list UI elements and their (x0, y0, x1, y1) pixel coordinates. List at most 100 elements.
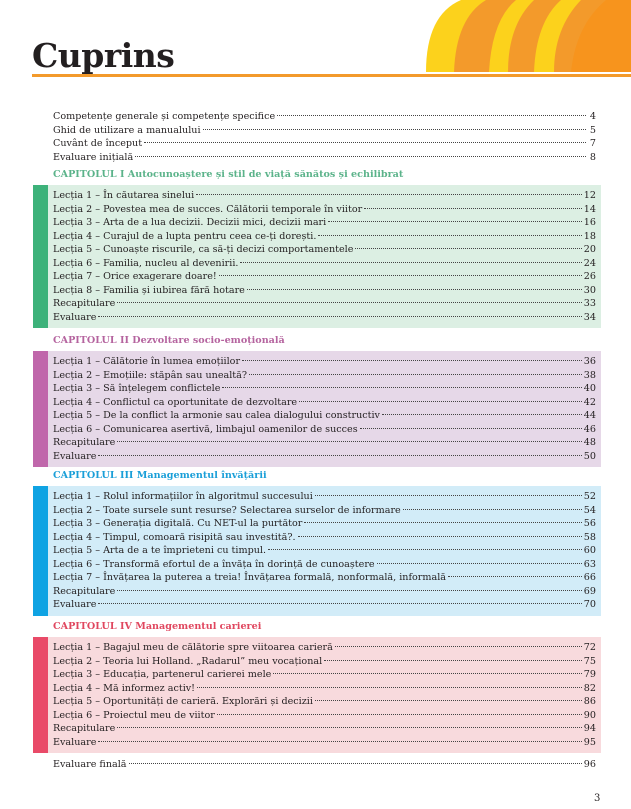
entry-page: 86 (583, 696, 596, 707)
toc-entry[interactable]: Lecția 2 – Emoțiile: stăpân sau unealtă?… (53, 369, 596, 383)
entry-title: Recapitulare (53, 298, 116, 309)
dot-leader (299, 400, 582, 402)
page-title: Cuprins (32, 36, 175, 75)
toc-entry[interactable]: Competențe generale și competențe specif… (33, 110, 601, 124)
toc-entry[interactable]: Lecția 3 – Să înțelegem conflictele 40 (53, 382, 596, 396)
toc-entry[interactable]: Recapitulare 33 (53, 297, 596, 311)
entry-title: Lecția 5 – Arta de a te împrieteni cu ti… (53, 545, 267, 556)
toc-entry[interactable]: Lecția 5 – Oportunități de carieră. Expl… (53, 695, 596, 709)
chapter-color-bar (33, 637, 48, 753)
entry-title: Lecția 3 – Să înțelegem conflictele (53, 383, 221, 394)
toc-entry[interactable]: Evaluare 50 (53, 450, 596, 464)
entry-title: Recapitulare (53, 437, 116, 448)
dot-leader (359, 427, 582, 429)
toc-entry[interactable]: Evaluare inițială 8 (33, 151, 601, 165)
entry-title: Lecția 6 – Familia, nucleu al devenirii. (53, 257, 239, 269)
toc-entry[interactable]: Lecția 7 – Învățarea la puterea a treia!… (53, 571, 596, 585)
entry-title: Lecția 6 – Transformă efortul de a învăț… (53, 558, 375, 570)
dot-leader (117, 727, 582, 728)
chapter-box: Lecția 1 – În căutarea sinelui 12 Lecția 2… (33, 185, 601, 328)
entry-title: Lecția 2 – Emoțiile: stăpân sau unealtă? (53, 369, 248, 381)
toc-entry[interactable]: Lecția 4 – Timpul, comoară risipită sau … (53, 531, 596, 545)
toc-entry[interactable]: Lecția 1 – În căutarea sinelui 12 (53, 189, 596, 203)
dot-leader (314, 700, 582, 701)
dot-leader (98, 315, 582, 317)
toc-entry[interactable]: Lecția 6 – Comunicarea asertivă, limbaju… (53, 423, 596, 437)
chapter-box: Lecția 1 – Bagajul meu de călătorie spre… (33, 637, 601, 753)
entry-page: 69 (583, 585, 596, 597)
dot-leader (246, 288, 582, 290)
dot-leader (318, 234, 582, 236)
dot-leader (117, 441, 582, 442)
toc-entry[interactable]: Lecția 1 – Bagajul meu de călătorie spre… (53, 641, 596, 655)
dot-leader (447, 576, 582, 577)
entry-title: Recapitulare (53, 723, 116, 734)
dot-leader (324, 659, 582, 661)
toc-entry[interactable]: Lecția 6 – Transformă efortul de a învăț… (53, 558, 596, 572)
toc-entry[interactable]: Ghid de utilizare a manualului 5 (33, 124, 601, 138)
entry-title: Evaluare (53, 599, 97, 610)
toc-entry[interactable]: Lecția 5 – Arta de a te împrieteni cu ti… (53, 544, 596, 558)
toc-entry[interactable]: Lecția 2 – Toate sursele sunt resurse? S… (53, 504, 596, 518)
toc-entry[interactable]: Recapitulare 94 (53, 722, 596, 736)
chapter-heading: CAPITOLUL IV Managementul carierei (53, 621, 262, 632)
entry-title: Recapitulare (53, 585, 116, 597)
entry-title: Lecția 2 – Povestea mea de succes. Călăt… (53, 203, 363, 215)
dot-leader (196, 194, 582, 195)
entry-title: Lecția 4 – Timpul, comoară risipită sau … (53, 531, 296, 543)
entry-title: Lecția 7 – Orice exagerare doare! (53, 271, 217, 282)
toc-entry[interactable]: Lecția 1 – Călătorie în lumea emoțiilor 3… (53, 355, 596, 369)
toc-entry[interactable]: Lecția 6 – Familia, nucleu al devenirii.… (53, 257, 596, 271)
toc-entry[interactable]: Lecția 4 – Conflictul ca oportunitate de… (53, 396, 596, 410)
final-evaluation: Evaluare finală 96 (33, 758, 601, 772)
toc-entry[interactable]: Recapitulare 48 (53, 436, 596, 450)
entry-page: 33 (583, 298, 596, 309)
dot-leader (216, 713, 582, 715)
entry-page: 20 (583, 244, 596, 255)
entry-title: Evaluare inițială (53, 151, 134, 163)
toc-entry[interactable]: Lecția 7 – Orice exagerare doare! 26 (53, 270, 596, 284)
toc-entry[interactable]: Lecția 6 – Proiectul meu de viitor 90 (53, 709, 596, 723)
toc-entry[interactable]: Lecția 3 – Educația, partenerul carierei… (53, 668, 596, 682)
toc-entry[interactable]: Evaluare 95 (53, 736, 596, 750)
entry-page: 90 (583, 709, 596, 721)
dot-leader (355, 248, 582, 249)
toc-entry[interactable]: Lecția 4 – Curajul de a lupta pentru cee… (53, 230, 596, 244)
entry-title: Lecția 5 – Oportunități de carieră. Expl… (53, 696, 313, 707)
chapter-heading: CAPITOLUL II Dezvoltare socio-emoțională (53, 335, 285, 346)
toc-entry[interactable]: Lecția 8 – Familia și iubirea fără hotar… (53, 284, 596, 298)
entry-title: Evaluare (53, 311, 97, 323)
entry-title: Lecția 6 – Comunicarea asertivă, limbaju… (53, 423, 358, 435)
toc-entry[interactable]: Cuvânt de început 7 (33, 137, 601, 151)
toc-entry[interactable]: Lecția 5 – Cunoaște riscurile, ca să-ți … (53, 243, 596, 257)
toc-entry[interactable]: Evaluare 70 (53, 598, 596, 612)
entry-page: 14 (583, 203, 596, 215)
chapter-color-bar (33, 486, 48, 616)
dot-leader (268, 549, 582, 550)
dot-leader (98, 740, 582, 742)
toc-entry[interactable]: Lecția 2 – Povestea mea de succes. Călăt… (53, 203, 596, 217)
dot-leader (376, 562, 582, 564)
toc-entry[interactable]: Lecția 5 – De la conflict la armonie sau… (53, 409, 596, 423)
dot-leader (273, 673, 582, 674)
toc-entry[interactable]: Recapitulare 69 (53, 585, 596, 599)
dot-leader (98, 603, 582, 604)
chapter-2: CAPITOLUL II Dezvoltare socio-emoțională… (33, 334, 601, 467)
entry-page: 94 (583, 723, 596, 734)
toc-entry[interactable]: Lecția 3 – Generația digitală. Cu NET-ul… (53, 517, 596, 531)
entry-page: 4 (589, 111, 596, 122)
toc-entry[interactable]: Lecția 4 – Mă informez activ! 82 (53, 682, 596, 696)
dot-leader (117, 302, 582, 303)
toc-entry[interactable]: Lecția 2 – Teoria lui Holland. „Radarul”… (53, 655, 596, 669)
toc-entry[interactable]: Evaluare 34 (53, 311, 596, 325)
entry-title: Evaluare (53, 450, 97, 462)
toc-entry[interactable]: Lecția 3 – Arta de a lua decizii. Decizi… (53, 216, 596, 230)
toc-entry[interactable]: Evaluare finală 96 (33, 758, 601, 772)
chapter-4: CAPITOLUL IV Managementul carierei Lecția… (33, 620, 601, 753)
entry-page: 5 (589, 124, 596, 136)
dot-leader (314, 495, 582, 496)
entry-title: Lecția 6 – Proiectul meu de viitor (53, 709, 215, 721)
toc-entry[interactable]: Lecția 1 – Rolul informațiilor în algori… (53, 490, 596, 504)
entry-page: 8 (589, 151, 596, 163)
entry-page: 96 (583, 759, 596, 770)
